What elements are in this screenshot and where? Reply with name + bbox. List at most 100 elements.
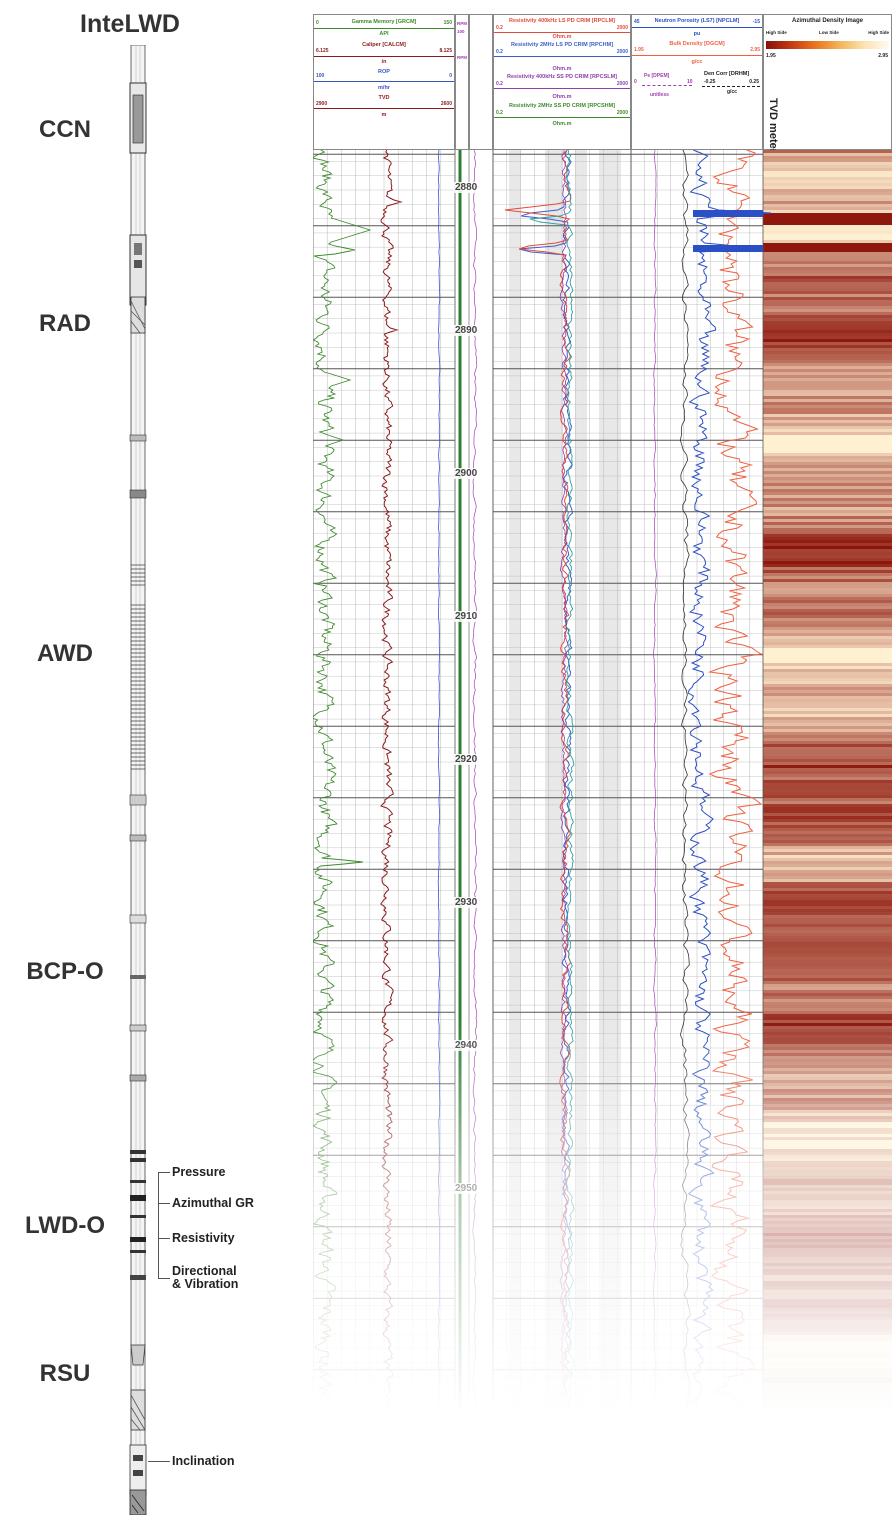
- res-curve1-max: 2000: [616, 25, 628, 31]
- res-curve1-unit: Ohm.m: [552, 34, 572, 40]
- pe-max: 10: [687, 79, 693, 85]
- sensor-label-azimuthal-gr: Azimuthal GR: [172, 1196, 254, 1210]
- density-unit: g/cc: [691, 59, 703, 65]
- res-curve2-min: 0.2: [496, 49, 503, 55]
- tool-label-bcp-o: BCP-O: [26, 958, 104, 985]
- neutron-spike: [693, 245, 763, 252]
- dencorr-curve-name: Den Corr [DRHM]: [704, 71, 750, 77]
- tvd-curve-name: TVD: [378, 95, 390, 101]
- res-curve4-max: 2000: [616, 110, 628, 116]
- depth-label-2880: 2880: [454, 182, 479, 193]
- density-curve-name: Bulk Density [DGCM]: [669, 41, 725, 47]
- tool-string-title: InteLWD: [80, 10, 180, 38]
- neutron-spike: [693, 210, 763, 217]
- rpm-label-1: RPM: [457, 21, 467, 26]
- resistivity-shading: [599, 150, 621, 1414]
- pe-unit: unitless: [650, 92, 669, 98]
- sensor-label-inclination: Inclination: [172, 1454, 235, 1468]
- res-curve2-max: 2000: [616, 49, 628, 55]
- caliper-max: 8.125: [439, 48, 452, 54]
- gr-curve-name: Gamma Memory [GRCM]: [351, 19, 417, 25]
- image-scale-max: 2.95: [878, 53, 888, 59]
- depth-label-2950: 2950: [454, 1183, 479, 1194]
- depth-label-2910: 2910: [454, 611, 479, 622]
- log-curves: [313, 150, 892, 1414]
- rpm-header: RPM 100 RPM: [455, 14, 469, 150]
- image-scale-min: 1.95: [766, 53, 776, 59]
- res-curve1-name: Resistivity 400kHz LS PD CRIM [RPCLM]: [508, 18, 616, 24]
- tvd-min: 2900: [316, 101, 328, 107]
- caliper-min: 6.125: [316, 48, 329, 54]
- dencorr-min: -0.25: [704, 79, 716, 85]
- pe-curve-name: Pe [DPEM]: [644, 73, 670, 79]
- gr-unit: API: [379, 31, 389, 37]
- dencorr-max: 0.25: [749, 79, 759, 85]
- rop-max: 0: [449, 73, 452, 79]
- neutron-max: -15: [752, 19, 760, 25]
- tool-label-lwd-o: LWD-O: [25, 1212, 105, 1239]
- tool-label-awd: AWD: [37, 640, 93, 667]
- neutron-curve-name: Neutron Porosity (LS7) [NPCLM]: [654, 18, 740, 24]
- rpm-max-1: 100: [457, 29, 465, 34]
- rop-min: 100: [316, 73, 325, 79]
- res-curve2-unit: Ohm.m: [552, 66, 572, 72]
- drill-string-diagram: [129, 45, 147, 1515]
- pe-min: 0: [634, 79, 637, 85]
- tool-label-rsu: RSU: [39, 1360, 91, 1387]
- tvd-unit: m: [381, 112, 387, 118]
- bracket-tick: [158, 1203, 170, 1204]
- depth-label-2900: 2900: [454, 468, 479, 479]
- tool-label-ccn: CCN: [39, 116, 91, 143]
- tool-label-rad: RAD: [39, 310, 91, 337]
- res-curve3-min: 0.2: [496, 81, 503, 87]
- res-curve3-unit: Ohm.m: [552, 94, 572, 100]
- depth-label-2930: 2930: [454, 897, 479, 908]
- inclination-tick: [148, 1461, 170, 1462]
- neutron-min: 45: [634, 19, 640, 25]
- tvd-max: 2600: [440, 101, 452, 107]
- resistivity-shading: [545, 150, 563, 1414]
- caliper-unit: in: [381, 59, 387, 65]
- res-curve3-max: 2000: [616, 81, 628, 87]
- res-curve4-name: Resistivity 2MHz SS PD CRIM [RPCSHM]: [508, 103, 616, 109]
- gr-max: 150: [443, 20, 452, 26]
- image-azimuth-high-side-2: High Side: [868, 30, 889, 35]
- neutron-unit: pu: [693, 31, 701, 37]
- res-curve4-unit: Ohm.m: [552, 121, 572, 127]
- bracket-tick: [158, 1238, 170, 1239]
- bracket-tick: [158, 1172, 170, 1173]
- sensor-label-directional-vibration: Directional & Vibration: [172, 1264, 239, 1291]
- res-curve3-name: Resistivity 400kHz SS PD CRIM [RPCSLM]: [506, 74, 618, 80]
- rop-unit: m/hr: [378, 85, 390, 91]
- resistivity-shading: [509, 150, 521, 1414]
- bracket-tick: [158, 1278, 170, 1279]
- azimuthal-density-image: [763, 150, 892, 1414]
- res-curve1-min: 0.2: [496, 25, 503, 31]
- well-log-plot: Gamma Memory [GRCM] 0 150 API Caliper [C…: [313, 14, 892, 1414]
- density-max: 2.95: [750, 47, 760, 53]
- depth-label-2940: 2940: [454, 1040, 479, 1051]
- depth-label-2890: 2890: [454, 325, 479, 336]
- track2-header: Resistivity 400kHz LS PD CRIM [RPCLM] 0.…: [493, 14, 631, 150]
- image-title: Azimuthal Density Image: [791, 18, 863, 24]
- image-colour-scale: [766, 41, 889, 49]
- image-azimuth-high-side-1: High Side: [766, 30, 787, 35]
- caliper-curve-name: Caliper [CALCM]: [362, 42, 406, 48]
- sensor-label-resistivity: Resistivity: [172, 1231, 235, 1245]
- track3-header: Neutron Porosity (LS7) [NPCLM] 45 -15 pu…: [631, 14, 763, 150]
- rpm-label-2: RPM: [457, 55, 467, 60]
- sensor-label-pressure: Pressure: [172, 1165, 226, 1179]
- image-azimuth-low-side: Low Side: [819, 30, 839, 35]
- image-header: Azimuthal Density Image High Side Low Si…: [763, 14, 892, 150]
- resistivity-shading: [575, 150, 587, 1414]
- depth-label-2920: 2920: [454, 754, 479, 765]
- dencorr-unit: g/cc: [727, 89, 738, 95]
- depth-header: [469, 14, 493, 150]
- density-min: 1.95: [634, 47, 644, 53]
- track1-header: Gamma Memory [GRCM] 0 150 API Caliper [C…: [313, 14, 455, 150]
- rop-curve-name: ROP: [378, 69, 390, 75]
- res-curve2-name: Resistivity 2MHz LS PD CRIM [RPCHM]: [510, 42, 614, 48]
- sensor-bracket: [158, 1172, 159, 1278]
- gr-min: 0: [316, 20, 319, 26]
- res-curve4-min: 0.2: [496, 110, 503, 116]
